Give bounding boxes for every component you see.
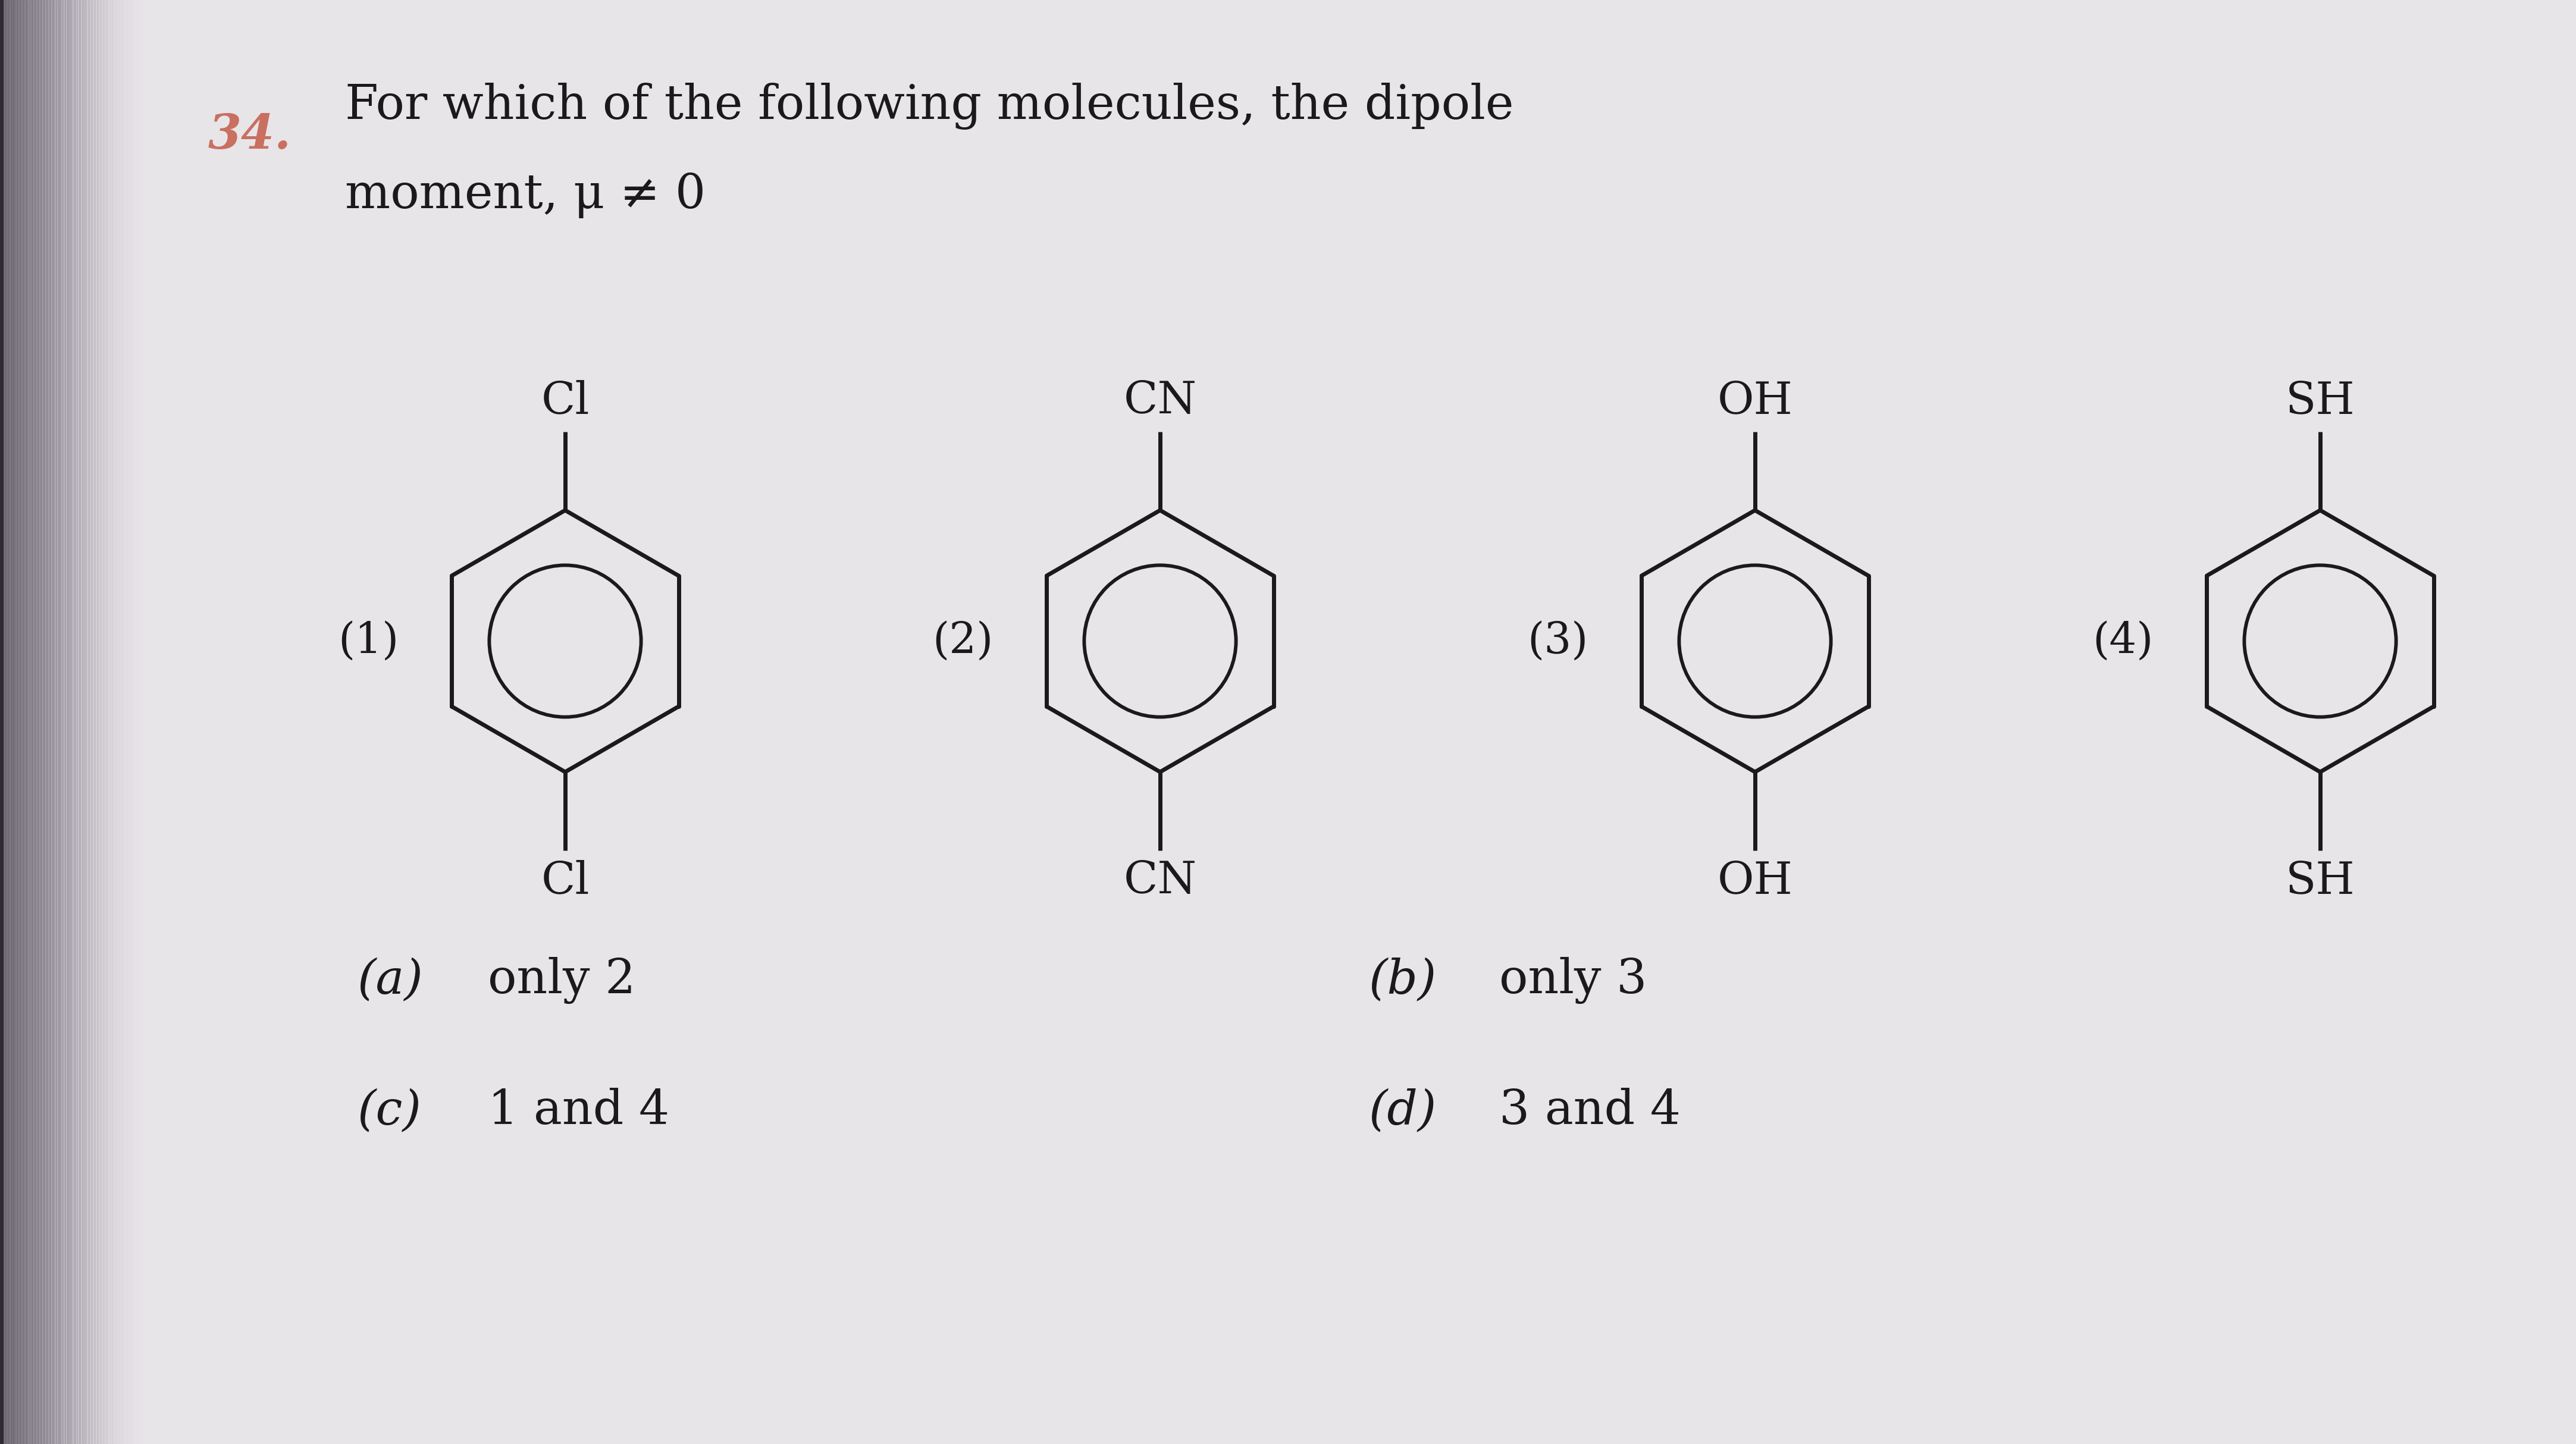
Text: (b): (b) [1368, 957, 1437, 1004]
Text: (2): (2) [933, 619, 994, 663]
Text: only 3: only 3 [1499, 956, 1646, 1004]
Text: (d): (d) [1368, 1087, 1437, 1134]
Text: OH: OH [1718, 380, 1793, 423]
Text: 3 and 4: 3 and 4 [1499, 1087, 1680, 1134]
Text: (1): (1) [337, 619, 399, 663]
Text: SH: SH [2285, 859, 2354, 903]
Bar [0, 0, 3, 1444]
Text: 1 and 4: 1 and 4 [487, 1087, 670, 1134]
Text: moment, μ ≠ 0: moment, μ ≠ 0 [345, 172, 706, 218]
Text: (3): (3) [1528, 619, 1589, 663]
Text: Cl: Cl [541, 859, 590, 903]
Text: (4): (4) [2092, 619, 2154, 663]
Text: OH: OH [1718, 859, 1793, 903]
Text: Cl: Cl [541, 380, 590, 423]
Text: For which of the following molecules, the dipole: For which of the following molecules, th… [345, 82, 1515, 130]
Text: 34.: 34. [209, 113, 291, 159]
Text: (a): (a) [358, 957, 422, 1004]
Text: only 2: only 2 [487, 956, 636, 1004]
Text: SH: SH [2285, 380, 2354, 423]
Text: CN: CN [1123, 859, 1198, 903]
Text: CN: CN [1123, 380, 1198, 423]
Text: (c): (c) [358, 1087, 420, 1134]
